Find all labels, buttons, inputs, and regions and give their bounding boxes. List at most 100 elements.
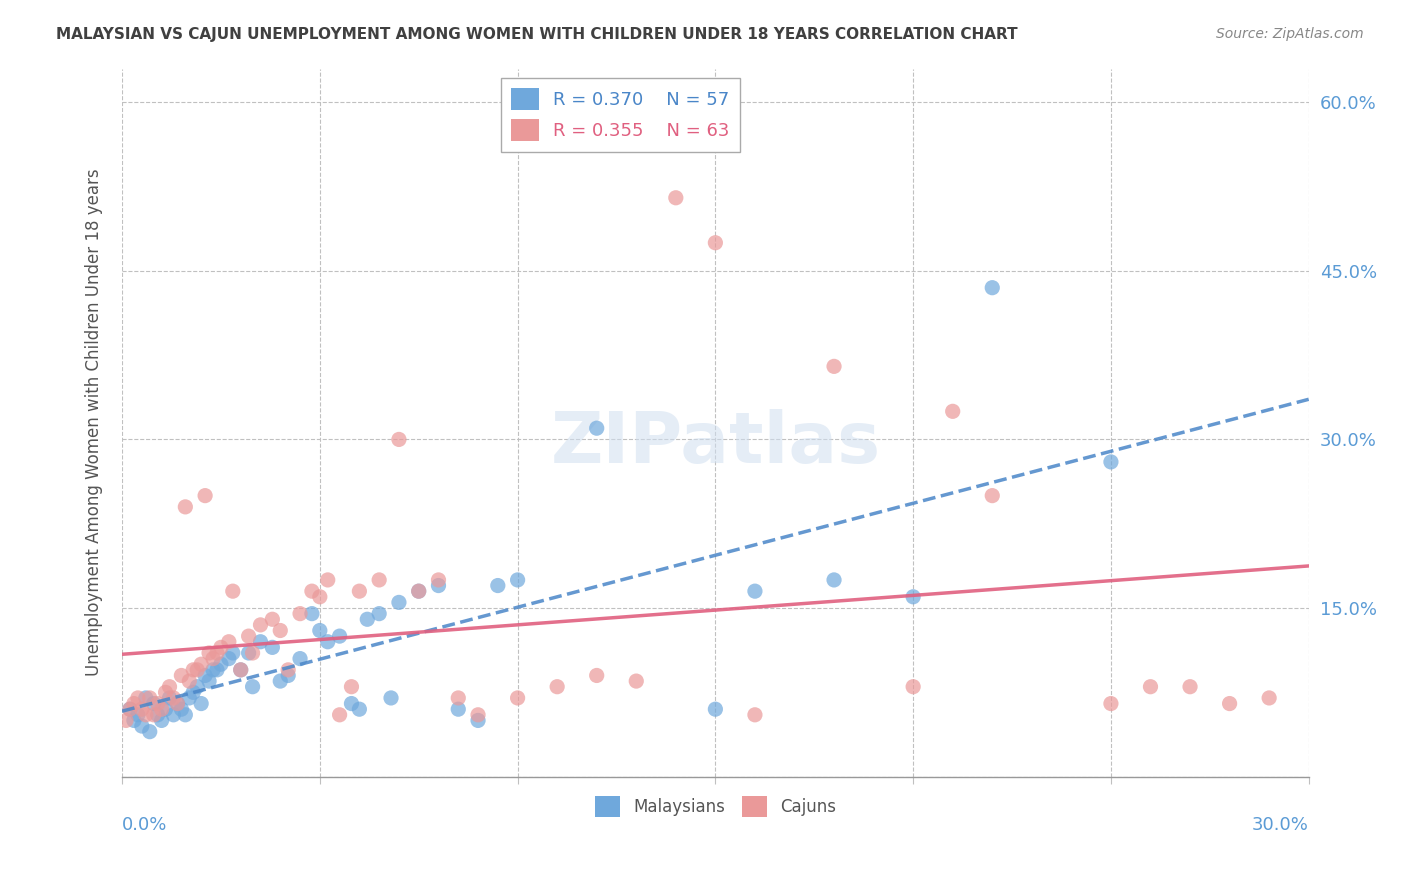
Point xyxy=(665,191,688,205)
Point xyxy=(308,590,330,604)
Point xyxy=(146,697,169,711)
Point xyxy=(238,629,260,643)
Point xyxy=(205,663,228,677)
Point xyxy=(179,690,201,705)
Point xyxy=(1219,697,1241,711)
Point xyxy=(981,489,1004,503)
Point xyxy=(249,634,271,648)
Text: MALAYSIAN VS CAJUN UNEMPLOYMENT AMONG WOMEN WITH CHILDREN UNDER 18 YEARS CORRELA: MALAYSIAN VS CAJUN UNEMPLOYMENT AMONG WO… xyxy=(56,27,1018,42)
Point xyxy=(146,707,169,722)
Point xyxy=(308,624,330,638)
Point xyxy=(170,668,193,682)
Point xyxy=(349,702,371,716)
Point xyxy=(585,668,607,682)
Point xyxy=(159,680,181,694)
Point xyxy=(585,421,607,435)
Point xyxy=(194,668,217,682)
Point xyxy=(198,674,221,689)
Point xyxy=(1139,680,1161,694)
Point xyxy=(155,685,177,699)
Point xyxy=(447,702,470,716)
Point xyxy=(427,578,450,592)
Point xyxy=(238,646,260,660)
Point xyxy=(447,690,470,705)
Point xyxy=(823,573,845,587)
Point xyxy=(823,359,845,374)
Point xyxy=(288,607,311,621)
Point xyxy=(269,674,291,689)
Point xyxy=(198,646,221,660)
Point xyxy=(242,680,264,694)
Point xyxy=(142,707,165,722)
Point xyxy=(626,674,648,689)
Point xyxy=(202,651,225,665)
Point xyxy=(122,697,145,711)
Point xyxy=(159,690,181,705)
Point xyxy=(427,573,450,587)
Point xyxy=(277,668,299,682)
Point xyxy=(142,697,165,711)
Point xyxy=(368,573,391,587)
Point xyxy=(506,690,529,705)
Text: 30.0%: 30.0% xyxy=(1251,815,1309,833)
Point xyxy=(209,640,232,655)
Point xyxy=(150,714,173,728)
Point xyxy=(368,607,391,621)
Point xyxy=(277,663,299,677)
Point xyxy=(202,663,225,677)
Text: ZIPatlas: ZIPatlas xyxy=(550,409,880,478)
Point xyxy=(179,674,201,689)
Legend: Malaysians, Cajuns: Malaysians, Cajuns xyxy=(586,788,845,825)
Point xyxy=(408,584,430,599)
Point xyxy=(205,646,228,660)
Point xyxy=(1258,690,1281,705)
Point xyxy=(388,595,411,609)
Point xyxy=(190,657,212,672)
Point xyxy=(122,714,145,728)
Point xyxy=(162,690,184,705)
Point xyxy=(229,663,252,677)
Point xyxy=(186,663,208,677)
Point xyxy=(127,690,149,705)
Point xyxy=(1099,697,1122,711)
Point xyxy=(340,697,363,711)
Point xyxy=(262,612,284,626)
Point xyxy=(467,707,489,722)
Point xyxy=(316,634,339,648)
Point xyxy=(262,640,284,655)
Point xyxy=(349,584,371,599)
Point xyxy=(218,651,240,665)
Point xyxy=(115,714,138,728)
Point xyxy=(155,702,177,716)
Point xyxy=(186,680,208,694)
Point xyxy=(901,680,924,694)
Point xyxy=(704,702,727,716)
Point xyxy=(135,690,157,705)
Point xyxy=(340,680,363,694)
Point xyxy=(166,697,188,711)
Point xyxy=(704,235,727,250)
Point xyxy=(301,607,323,621)
Point xyxy=(138,690,160,705)
Text: 0.0%: 0.0% xyxy=(122,815,167,833)
Point xyxy=(222,584,245,599)
Point xyxy=(118,702,141,716)
Point xyxy=(131,702,153,716)
Point xyxy=(744,584,766,599)
Point xyxy=(170,702,193,716)
Y-axis label: Unemployment Among Women with Children Under 18 years: Unemployment Among Women with Children U… xyxy=(86,169,103,676)
Point xyxy=(486,578,509,592)
Point xyxy=(1178,680,1201,694)
Point xyxy=(546,680,568,694)
Point xyxy=(162,707,184,722)
Point xyxy=(181,663,204,677)
Point xyxy=(166,697,188,711)
Point xyxy=(174,500,197,514)
Point xyxy=(150,702,173,716)
Point xyxy=(269,624,291,638)
Point xyxy=(506,573,529,587)
Point xyxy=(388,433,411,447)
Point xyxy=(981,281,1004,295)
Point xyxy=(288,651,311,665)
Point xyxy=(194,489,217,503)
